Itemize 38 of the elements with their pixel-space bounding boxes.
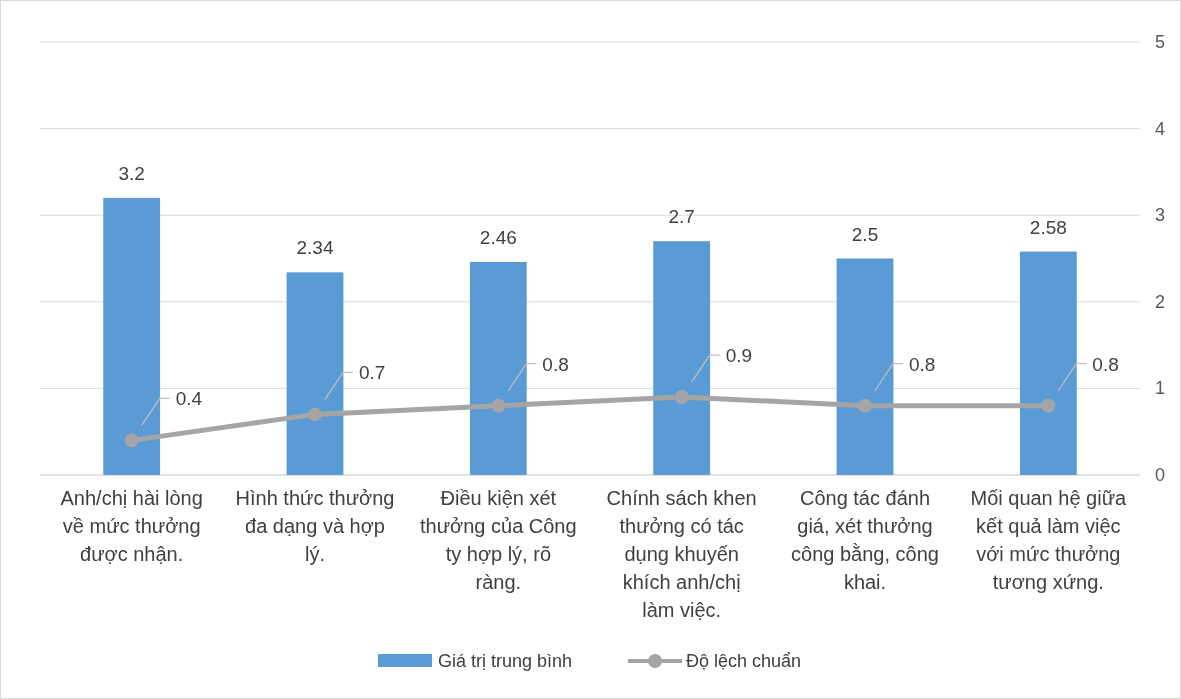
legend-label: Độ lệch chuẩn — [686, 651, 802, 671]
bar — [286, 272, 344, 475]
bar — [469, 261, 527, 475]
data-label: 0.7 — [359, 362, 386, 384]
data-label: 0.8 — [1092, 353, 1119, 375]
point — [674, 390, 689, 405]
data-label: 2.7 — [668, 206, 695, 228]
point — [491, 398, 506, 413]
y-tick-label: 1 — [1154, 378, 1166, 399]
y-tick-label: 4 — [1154, 118, 1166, 139]
data-label: 0.9 — [725, 345, 753, 367]
point — [858, 398, 872, 413]
data-label: 0.8 — [909, 353, 936, 375]
bar — [1019, 251, 1077, 475]
legend-label: Giá trị trung bình — [438, 651, 573, 671]
y-tick-label: 2 — [1154, 291, 1166, 312]
x-tick-label: Hình thức thưởng đa dạng và hợp lý. — [235, 487, 395, 565]
data-label: 0.4 — [175, 388, 203, 410]
bar — [653, 241, 711, 475]
data-label: 0.8 — [542, 353, 569, 375]
point — [124, 433, 139, 448]
data-label: 2.34 — [296, 237, 334, 259]
x-tick-label: Anh/chị hài lòng về mức thưởng được nhận. — [60, 487, 203, 565]
data-label: 3.2 — [118, 162, 145, 184]
data-label: 2.5 — [851, 223, 879, 245]
y-tick-label: 5 — [1154, 32, 1166, 52]
bar — [103, 197, 161, 475]
x-tick-label: Chính sách khen thưởng có tác dụng khuyến khích anh/chị làm việc. — [606, 487, 757, 621]
y-tick-label: 0 — [1154, 465, 1166, 485]
x-tick-label: Công tác đánh giá, xét thưởng công bằng, công khai. — [791, 487, 939, 593]
x-tick-label: Mối quan hệ giữa kết quả làm việc với mức thưởng tương xứng. — [970, 487, 1128, 593]
data-label: 2.46 — [479, 226, 517, 248]
point — [1041, 398, 1056, 413]
x-tick-label: Điều kiện xét thưởng của Công ty hợp lý, rõ ràng. — [420, 487, 577, 593]
data-label: 2.58 — [1029, 216, 1067, 238]
point — [308, 407, 322, 422]
y-tick-label: 3 — [1154, 205, 1166, 226]
bar — [836, 258, 894, 475]
